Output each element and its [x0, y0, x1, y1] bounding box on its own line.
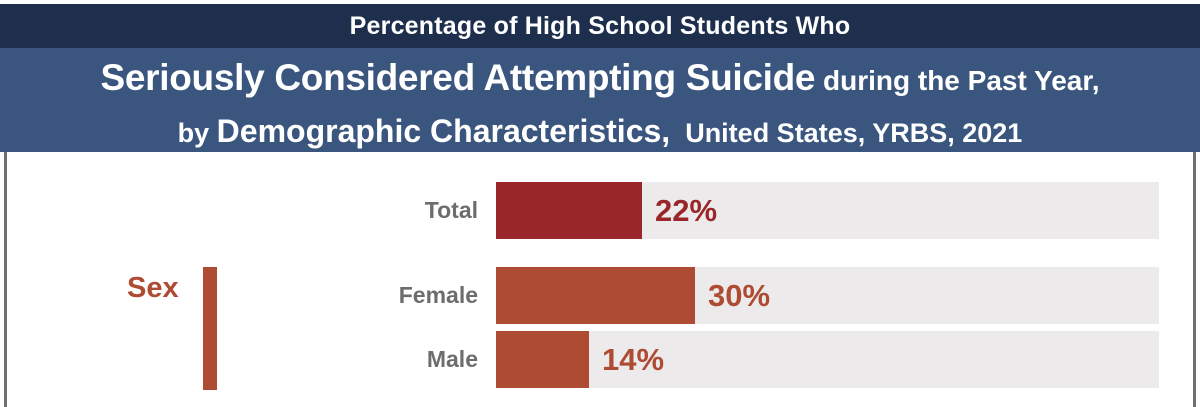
title-line-2: by Demographic Characteristics, United S…: [0, 110, 1200, 159]
bar-row-male: Male 14%: [0, 331, 1200, 388]
title-rest-text: during the Past Year,: [815, 65, 1100, 96]
bar-fill: [496, 331, 589, 388]
bar-value: 30%: [708, 277, 771, 313]
sex-group-bracket: [203, 267, 217, 390]
bar-row-total: Total 22%: [0, 182, 1200, 239]
bar-row-female: Female 30%: [0, 267, 1200, 324]
subtitle-rest-text: [670, 118, 678, 148]
chart-area: Sex Total 22% Female 30% Male 14%: [0, 152, 1200, 407]
title-strong-text: Seriously Considered Attempting Suicide: [100, 57, 816, 98]
bar-label-total: Total: [424, 197, 478, 223]
header-kicker-bar: Percentage of High School Students Who: [0, 4, 1200, 48]
kicker-text: Percentage of High School Students Who: [349, 11, 851, 40]
bar-label-female: Female: [398, 282, 478, 308]
bar-value: 14%: [602, 341, 665, 377]
subtitle-prefix-text: by: [177, 118, 217, 148]
bar-track: [496, 331, 1159, 388]
bar-fill: [496, 267, 695, 324]
bar-track: [496, 182, 1159, 239]
subtitle-tail-text: United States, YRBS, 2021: [677, 118, 1023, 148]
chart-left-border: [4, 152, 7, 407]
bar-fill: [496, 182, 642, 239]
header-title-band: Seriously Considered Attempting Suicide …: [0, 48, 1200, 152]
group-label-sex: Sex: [127, 272, 179, 304]
title-line-1: Seriously Considered Attempting Suicide …: [0, 54, 1200, 110]
bar-track: [496, 267, 1159, 324]
bar-value: 22%: [655, 192, 718, 228]
chart-right-border: [1193, 152, 1196, 407]
bar-label-male: Male: [426, 346, 478, 372]
subtitle-strong-text: Demographic Characteristics,: [216, 113, 671, 149]
